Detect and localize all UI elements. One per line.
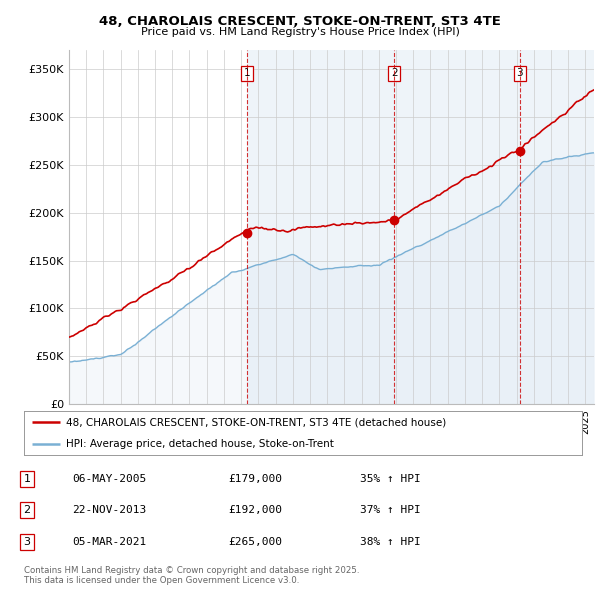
Text: 06-MAY-2005: 06-MAY-2005 <box>72 474 146 484</box>
Text: 22-NOV-2013: 22-NOV-2013 <box>72 506 146 515</box>
Bar <box>247 50 394 404</box>
Text: 3: 3 <box>23 537 31 546</box>
Text: HPI: Average price, detached house, Stoke-on-Trent: HPI: Average price, detached house, Stok… <box>66 440 334 450</box>
Text: 1: 1 <box>23 474 31 484</box>
Text: 48, CHAROLAIS CRESCENT, STOKE-ON-TRENT, ST3 4TE: 48, CHAROLAIS CRESCENT, STOKE-ON-TRENT, … <box>99 15 501 28</box>
Bar <box>394 50 520 404</box>
Text: £179,000: £179,000 <box>228 474 282 484</box>
Text: 2: 2 <box>391 68 398 78</box>
Text: 35% ↑ HPI: 35% ↑ HPI <box>360 474 421 484</box>
Text: Price paid vs. HM Land Registry's House Price Index (HPI): Price paid vs. HM Land Registry's House … <box>140 27 460 37</box>
Text: 1: 1 <box>244 68 250 78</box>
Bar <box>520 50 594 404</box>
Text: 38% ↑ HPI: 38% ↑ HPI <box>360 537 421 546</box>
Text: 3: 3 <box>517 68 523 78</box>
Text: 37% ↑ HPI: 37% ↑ HPI <box>360 506 421 515</box>
Text: Contains HM Land Registry data © Crown copyright and database right 2025.
This d: Contains HM Land Registry data © Crown c… <box>24 566 359 585</box>
Text: £192,000: £192,000 <box>228 506 282 515</box>
Text: 48, CHAROLAIS CRESCENT, STOKE-ON-TRENT, ST3 4TE (detached house): 48, CHAROLAIS CRESCENT, STOKE-ON-TRENT, … <box>66 417 446 427</box>
Text: £265,000: £265,000 <box>228 537 282 546</box>
Text: 2: 2 <box>23 506 31 515</box>
Text: 05-MAR-2021: 05-MAR-2021 <box>72 537 146 546</box>
